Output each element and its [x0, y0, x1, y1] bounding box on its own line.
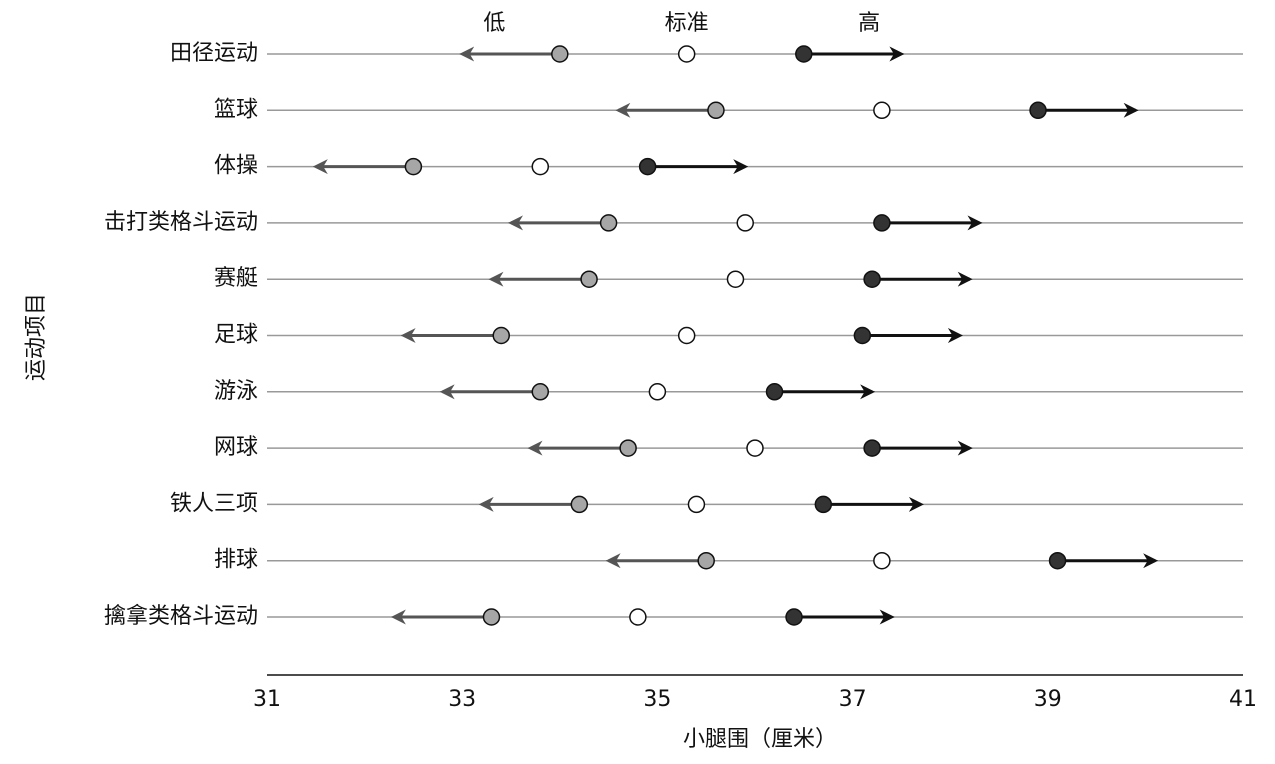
dot [677, 45, 696, 63]
dot [863, 270, 881, 288]
dot [697, 551, 715, 570]
dot [707, 101, 725, 120]
dot [1029, 101, 1047, 120]
legend-label: 高 [858, 11, 880, 36]
x-axis-label: 小腿围（厘米） [683, 727, 837, 752]
dot [551, 45, 569, 63]
y-tick-label: 篮球 [214, 97, 258, 122]
dot [619, 439, 637, 457]
dot [531, 157, 550, 176]
dot [795, 45, 813, 63]
dot [687, 495, 706, 514]
legend-label: 低 [483, 11, 505, 36]
dot [765, 383, 784, 401]
dot [746, 439, 764, 457]
y-tick-label: 排球 [214, 548, 258, 573]
dot [873, 101, 891, 120]
x-tick-label: 33 [448, 687, 476, 712]
dot [736, 214, 754, 232]
dot [853, 326, 872, 345]
y-tick-label: 赛艇 [214, 266, 258, 291]
dot [629, 608, 647, 626]
dot [677, 326, 696, 345]
y-tick-label: 网球 [214, 435, 258, 460]
y-tick-label: 铁人三项 [170, 491, 258, 516]
y-tick-label: 击打类格斗运动 [104, 210, 258, 235]
dot [531, 383, 550, 401]
y-tick-label: 游泳 [214, 379, 258, 404]
y-tick-label: 田径运动 [170, 41, 258, 66]
dot [873, 551, 891, 570]
dot [863, 439, 881, 457]
dot [726, 270, 745, 288]
x-tick-label: 39 [1034, 687, 1062, 712]
dot [785, 608, 803, 626]
y-tick-label: 足球 [214, 323, 258, 348]
x-tick-label: 31 [253, 687, 281, 712]
x-tick-label: 41 [1229, 687, 1257, 712]
dot [580, 270, 598, 288]
x-tick-label: 37 [839, 687, 867, 712]
y-axis-label: 运动项目 [24, 293, 49, 381]
x-tick-label: 35 [643, 687, 671, 712]
dot [814, 495, 833, 514]
dot [482, 608, 501, 626]
dot [638, 157, 657, 176]
y-tick-label: 体操 [214, 154, 258, 179]
dot [570, 495, 589, 514]
dot [648, 383, 667, 401]
dot [404, 157, 423, 176]
y-tick-label: 擒拿类格斗运动 [104, 603, 258, 629]
dot [599, 214, 618, 232]
legend-label: 标准 [665, 11, 709, 36]
dot [873, 214, 891, 232]
dot [1048, 551, 1067, 570]
dot [492, 326, 510, 345]
